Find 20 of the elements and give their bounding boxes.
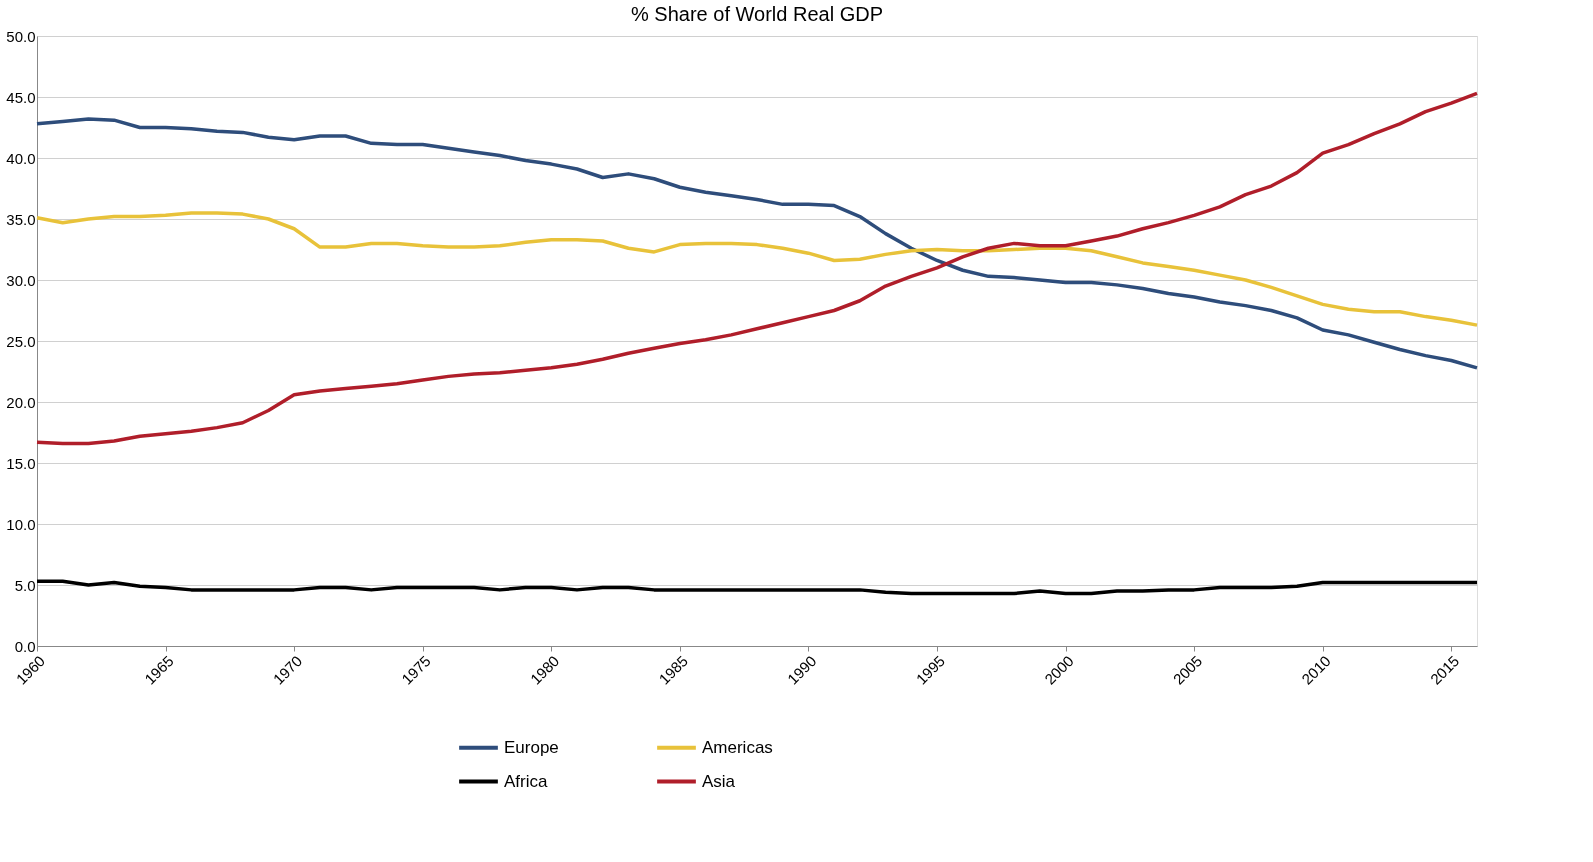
y-tick-label: 20.0 — [6, 393, 36, 411]
line-series — [35, 211, 1479, 327]
y-tick-label: 40.0 — [6, 149, 36, 167]
y-tick-label: 45.0 — [6, 88, 36, 106]
legend-label: Africa — [504, 771, 548, 791]
y-tick-label: 15.0 — [6, 454, 36, 472]
chart-title: % Share of World Real GDP — [631, 3, 883, 25]
legend-label: Americas — [702, 737, 773, 757]
y-tick-label: 25.0 — [6, 332, 36, 350]
legend-label: Asia — [702, 771, 736, 791]
line-series — [35, 579, 1479, 596]
y-tick-label: 0.0 — [14, 637, 36, 655]
y-tick-label: 30.0 — [6, 271, 36, 289]
y-tick-label: 50.0 — [6, 27, 36, 45]
y-tick-label: 5.0 — [14, 576, 36, 594]
legend-label: Europe — [504, 737, 559, 757]
y-tick-label: 10.0 — [6, 515, 36, 533]
line-series — [35, 117, 1479, 370]
y-tick-label: 35.0 — [6, 210, 36, 228]
line-series — [35, 91, 1479, 446]
